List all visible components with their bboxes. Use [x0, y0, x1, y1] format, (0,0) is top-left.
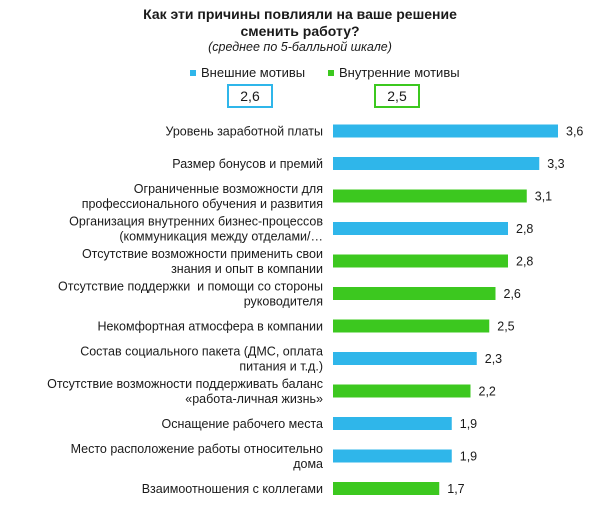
bar-6	[333, 287, 496, 300]
category-label-9-line-2: «работа-личная жизнь»	[185, 392, 323, 406]
bar-2	[333, 157, 540, 170]
category-label-3-line-1: Ограниченные возможности для	[134, 182, 323, 196]
category-label-4-line-1: Организация внутренних бизнес-процессов	[69, 215, 323, 229]
legend-item-external: Внешние мотивы	[190, 65, 305, 80]
category-label-7: Некомфортная атмосфера в компании	[97, 320, 323, 334]
category-label-11-line-2: дома	[293, 457, 323, 471]
value-label-10: 1,9	[460, 417, 477, 431]
legend-label-internal: Внутренние мотивы	[339, 65, 460, 80]
bar-7	[333, 319, 490, 333]
bar-11	[333, 449, 452, 463]
category-label-9-line-1: Отсутствие возможности поддерживать бала…	[47, 377, 323, 391]
category-label-5-line-2: знания и опыт в компании	[171, 262, 323, 276]
category-label-3-line-2: профессионального обучения и развития	[82, 197, 323, 211]
legend-label-external: Внешние мотивы	[201, 65, 306, 80]
category-label-8-line-1: Состав социального пакета (ДМС, оплата	[80, 345, 323, 359]
category-label-6-line-2: руководителя	[244, 295, 323, 309]
category-label-11-line-1: Место расположение работы относительно	[71, 442, 323, 456]
value-label-1: 3,6	[566, 125, 583, 139]
value-label-7: 2,5	[497, 320, 514, 334]
value-label-5: 2,8	[516, 255, 533, 269]
chart-title-line-2: сменить работу?	[240, 23, 360, 39]
value-label-9: 2,2	[479, 385, 496, 399]
category-label-2: Размер бонусов и премий	[172, 157, 323, 171]
value-label-2: 3,3	[547, 157, 564, 171]
category-label-1: Уровень заработной платы	[165, 125, 323, 139]
average-badge-external: 2,6	[227, 84, 273, 108]
value-label-6: 2,6	[504, 287, 521, 301]
category-label-12: Взаимоотношения с коллегами	[142, 482, 323, 496]
value-label-11: 1,9	[460, 450, 477, 464]
bar-8	[333, 352, 477, 365]
legend-swatch-external	[190, 69, 196, 76]
legend-item-internal: Внутренние мотивы	[328, 65, 460, 80]
value-label-4: 2,8	[516, 222, 533, 236]
value-label-12: 1,7	[447, 482, 464, 496]
value-label-8: 2,3	[485, 352, 502, 366]
bar-5	[333, 254, 508, 268]
bar-1	[333, 124, 558, 138]
category-label-6-line-1: Отсутствие поддержки и помощи со стороны	[58, 280, 323, 294]
bar-9	[333, 384, 471, 398]
average-badge-internal: 2,5	[374, 84, 420, 108]
bar-3	[333, 189, 527, 203]
category-label-5-line-1: Отсутствие возможности применить свои	[82, 247, 323, 261]
bar-12	[333, 482, 440, 495]
bar-10	[333, 417, 452, 430]
chart-title: Как эти причины повлияли на ваше решение…	[0, 6, 600, 40]
bar-4	[333, 222, 508, 235]
value-label-3: 3,1	[535, 190, 552, 204]
legend-swatch-internal	[328, 69, 334, 76]
category-label-8-line-2: питания и т.д.)	[239, 360, 323, 374]
chart-title-line-1: Как эти причины повлияли на ваше решение	[143, 6, 457, 22]
category-label-10: Оснащение рабочего места	[162, 417, 324, 431]
chart-subtitle: (среднее по 5-балльной шкале)	[208, 40, 392, 54]
category-label-4-line-2: (коммуникация между отделами/…	[119, 230, 323, 244]
